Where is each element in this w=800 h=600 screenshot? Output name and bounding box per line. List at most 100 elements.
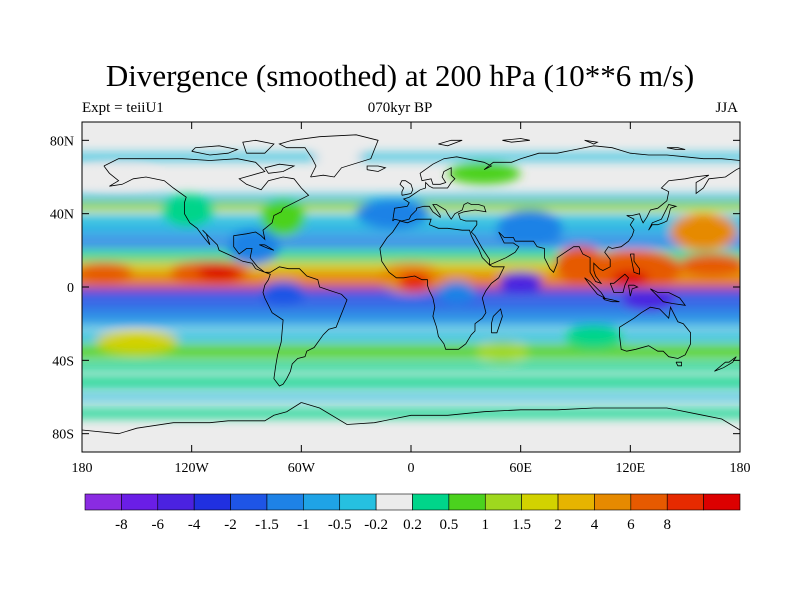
colorbar-swatch	[339, 493, 377, 511]
colorbar-label: 6	[627, 517, 635, 533]
field-band	[82, 343, 740, 359]
x-tick-label: 180	[72, 461, 93, 476]
colorbar-label: 1.5	[512, 517, 531, 533]
field-band	[82, 331, 740, 342]
colorbar-swatch	[703, 493, 741, 511]
y-tick-label: 40N	[50, 208, 74, 223]
y-tick-label: 40S	[52, 354, 74, 369]
colorbar-label: 1	[482, 517, 490, 533]
coastline	[491, 308, 503, 334]
coastline	[301, 402, 740, 431]
x-tick-label: 60E	[509, 461, 532, 476]
colorbar-swatch	[266, 493, 304, 511]
coastline	[262, 266, 348, 387]
field-band	[82, 408, 740, 419]
coastline	[103, 158, 310, 273]
colorbar-label: 2	[554, 517, 562, 533]
colorbar-swatch	[557, 493, 595, 511]
x-tick-label: 60W	[288, 461, 316, 476]
y-tick-label: 80S	[52, 428, 74, 443]
field-band	[82, 153, 740, 161]
colorbar-label: -2	[224, 517, 237, 533]
colorbar-label: 0.2	[403, 517, 422, 533]
colorbar-swatch	[157, 493, 195, 511]
colorbar-label: 0.5	[440, 517, 459, 533]
field-cell	[261, 199, 305, 236]
coastline	[438, 139, 463, 147]
coastline	[619, 305, 691, 359]
y-tick-label: 80N	[50, 134, 74, 149]
field-band	[82, 320, 740, 328]
field-cell	[162, 193, 214, 227]
colorbar-swatch	[484, 493, 522, 511]
field-cell	[476, 342, 528, 361]
field-cell	[82, 167, 156, 187]
colorbar: -8 -6 -4 -2 -1.5 -1 -0.5 -0.2 0.2 0.5 1 1.5 2 4 6 8	[84, 493, 741, 533]
coastline	[82, 402, 302, 435]
coastline	[602, 297, 620, 303]
field-cell	[261, 281, 305, 304]
colorbar-swatch	[230, 493, 268, 511]
coastline	[392, 145, 740, 285]
field-cell	[612, 270, 649, 286]
field-cell	[356, 199, 430, 229]
colorbar-swatch	[193, 493, 231, 511]
period-label: 070kyr BP	[367, 100, 433, 116]
coastline	[628, 284, 639, 297]
coastline	[502, 138, 530, 143]
field-cell	[670, 213, 737, 251]
coastline	[379, 218, 505, 350]
field-cell	[447, 162, 521, 185]
field-cell	[315, 145, 360, 165]
field-cell	[398, 272, 432, 291]
coastline	[259, 244, 275, 251]
field-cell	[623, 292, 675, 311]
field-cell	[564, 325, 624, 348]
field-band	[82, 309, 740, 320]
y-tick-label: 0	[67, 281, 74, 296]
colorbar-swatch	[375, 493, 413, 511]
colorbar-swatch	[303, 493, 341, 511]
coastline	[191, 145, 239, 156]
coastline	[366, 165, 387, 172]
field-cell	[96, 331, 178, 353]
coastline	[278, 134, 379, 178]
coastline	[714, 356, 737, 372]
colorbar-label: 4	[591, 517, 599, 533]
x-tick-label: 120E	[616, 461, 646, 476]
coastline	[648, 204, 678, 231]
colorbar-label: -8	[115, 517, 128, 533]
colorbar-label: -1.5	[255, 517, 279, 533]
colorbar-label: 8	[663, 517, 671, 533]
field-cell	[498, 272, 543, 291]
field-band	[82, 393, 740, 401]
colorbar-label: -1	[297, 517, 310, 533]
colorbar-swatch	[521, 493, 559, 511]
field-band	[82, 361, 740, 371]
field-band	[82, 298, 740, 309]
field-band	[82, 376, 740, 388]
coastline	[264, 163, 296, 174]
colorbar-swatch	[448, 493, 486, 511]
field-band	[82, 227, 740, 237]
colorbar-swatch	[121, 493, 159, 511]
experiment-label: Expt = teiiU1	[82, 100, 164, 116]
field-cell	[438, 281, 475, 304]
coastlines	[82, 134, 740, 435]
field-band	[82, 250, 740, 262]
coastline	[399, 180, 414, 196]
colorbar-label: -4	[188, 517, 201, 533]
x-tick-label: 120W	[175, 461, 210, 476]
coastline	[675, 361, 682, 367]
coastline	[242, 139, 275, 154]
coastline	[666, 147, 686, 150]
coastline	[584, 139, 599, 145]
field-cell	[197, 265, 242, 280]
x-tick-label: 0	[408, 461, 415, 476]
colorbar-swatch	[666, 493, 704, 511]
coastline	[629, 253, 640, 275]
field-cell	[228, 228, 280, 265]
x-tick-label: 180	[730, 461, 751, 476]
colorbar-label: -0.2	[364, 517, 388, 533]
